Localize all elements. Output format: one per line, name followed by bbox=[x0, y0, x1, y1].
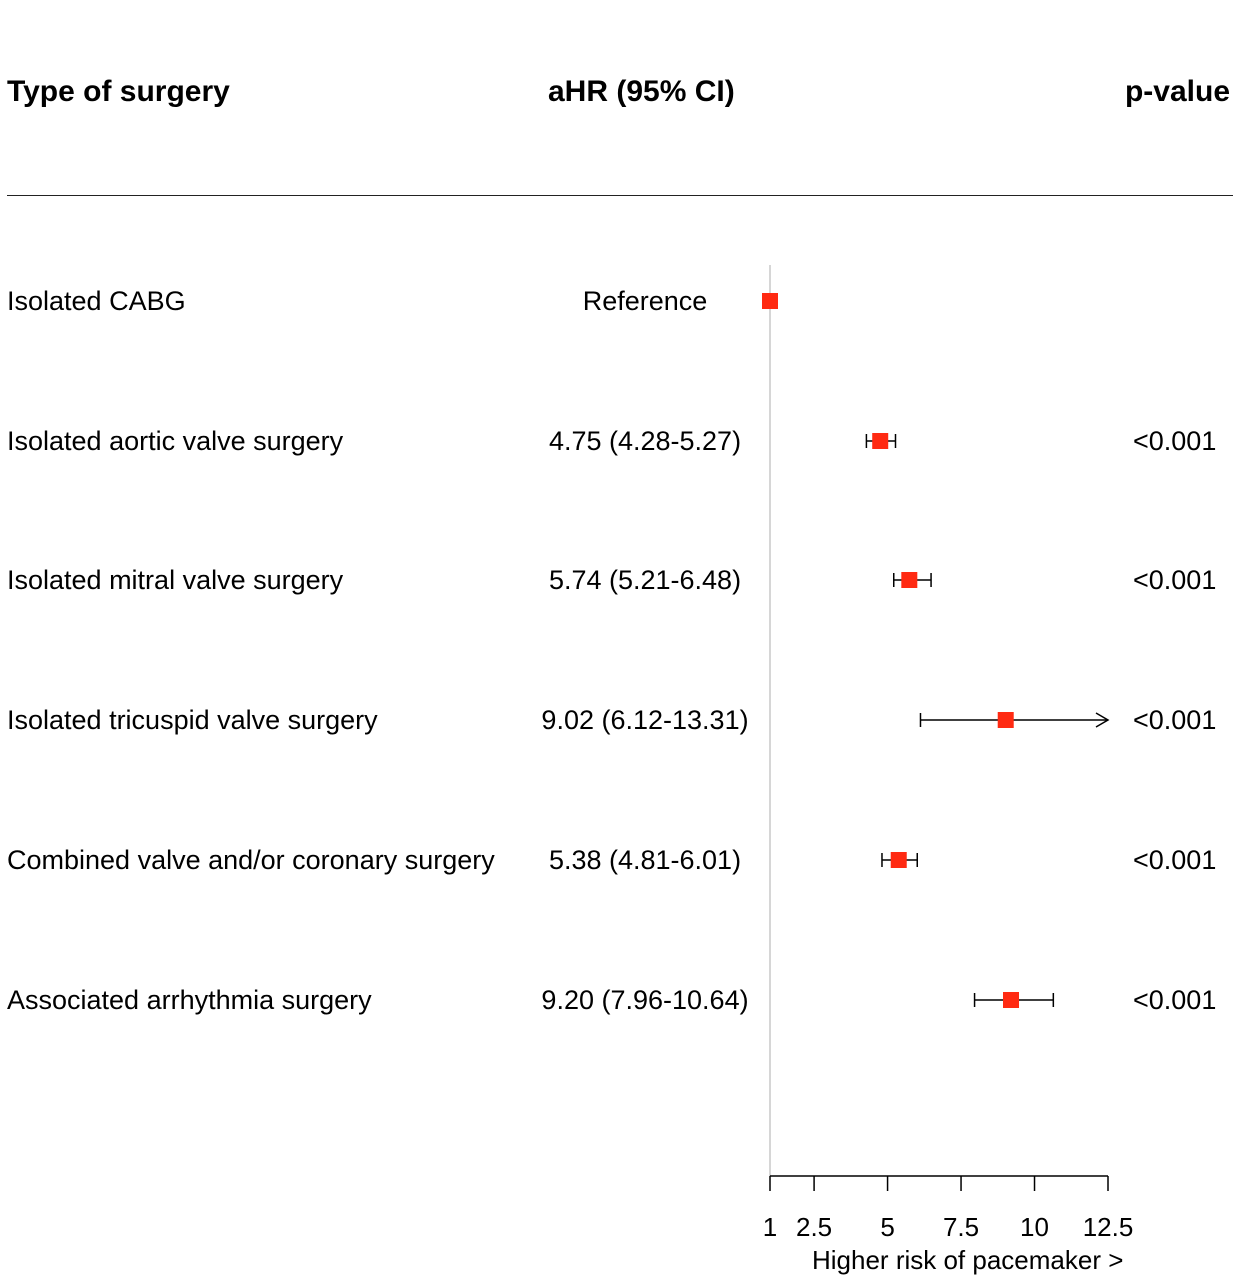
row-pvalue: <0.001 bbox=[1133, 985, 1217, 1015]
row-pvalue: <0.001 bbox=[1133, 565, 1217, 595]
row-label: Isolated aortic valve surgery bbox=[7, 426, 344, 456]
row-estimate: 5.38 (4.81-6.01) bbox=[548, 845, 742, 875]
row-label: Isolated mitral valve surgery bbox=[7, 565, 344, 595]
row-pvalue: <0.001 bbox=[1133, 426, 1217, 456]
point-estimate bbox=[872, 433, 889, 449]
x-tick-label: 10 bbox=[1020, 1212, 1049, 1242]
x-tick-label: 12.5 bbox=[1083, 1212, 1134, 1242]
x-tick-label: 7.5 bbox=[943, 1212, 979, 1242]
row-label: Isolated tricuspid valve surgery bbox=[7, 705, 378, 735]
row-estimate: Reference bbox=[582, 286, 708, 316]
x-tick-label: 2.5 bbox=[796, 1212, 832, 1242]
column-header-ahr: aHR (95% CI) bbox=[548, 75, 735, 108]
x-tick-label: 5 bbox=[880, 1212, 894, 1242]
row-label: Associated arrhythmia surgery bbox=[7, 985, 372, 1015]
row-estimate: 4.75 (4.28-5.27) bbox=[548, 426, 742, 456]
x-axis-label: Higher risk of pacemaker > bbox=[812, 1245, 1123, 1275]
row-label: Isolated CABG bbox=[7, 286, 186, 316]
point-estimate bbox=[762, 293, 778, 309]
row-estimate: 9.02 (6.12-13.31) bbox=[541, 705, 749, 735]
row-pvalue: <0.001 bbox=[1133, 845, 1217, 875]
row-estimate: 5.74 (5.21-6.48) bbox=[548, 565, 742, 595]
row-estimate: 9.20 (7.96-10.64) bbox=[541, 985, 749, 1015]
row-label: Combined valve and/or coronary surgery bbox=[7, 845, 495, 875]
row-pvalue: <0.001 bbox=[1133, 705, 1217, 735]
point-estimate bbox=[997, 712, 1014, 728]
ci-arrow bbox=[1095, 712, 1110, 728]
column-header-type: Type of surgery bbox=[7, 75, 230, 108]
point-estimate bbox=[901, 572, 918, 588]
x-axis: 1 2.5 5 7.5 10 12.5 bbox=[763, 1175, 1134, 1242]
point-estimate bbox=[1003, 992, 1020, 1008]
header-divider bbox=[7, 195, 1233, 196]
point-estimate bbox=[890, 852, 907, 868]
column-header-pvalue: p-value bbox=[1124, 75, 1230, 108]
x-tick-label: 1 bbox=[763, 1212, 777, 1242]
